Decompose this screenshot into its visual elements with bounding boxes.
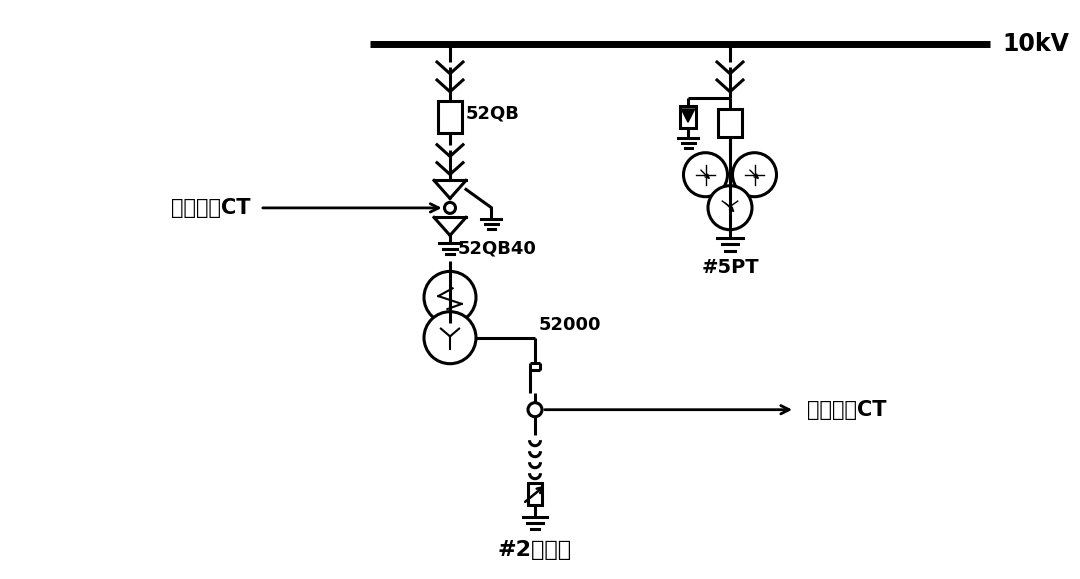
- Polygon shape: [681, 109, 694, 122]
- Text: 低侧零序CT: 低侧零序CT: [807, 400, 887, 420]
- Circle shape: [528, 403, 542, 417]
- Circle shape: [424, 312, 476, 364]
- Text: 52QB40: 52QB40: [458, 239, 537, 258]
- Circle shape: [732, 153, 777, 197]
- Circle shape: [708, 186, 752, 230]
- Bar: [438, 101, 462, 133]
- Text: 10kV: 10kV: [1002, 32, 1069, 56]
- Bar: [680, 106, 696, 128]
- Text: #5PT: #5PT: [701, 258, 759, 277]
- Circle shape: [684, 153, 728, 197]
- Circle shape: [424, 272, 476, 324]
- Text: 高侧零序CT: 高侧零序CT: [171, 198, 249, 218]
- Bar: [528, 483, 542, 505]
- Text: 52000: 52000: [539, 316, 602, 334]
- Bar: [718, 109, 742, 137]
- Text: 52QB: 52QB: [465, 105, 519, 123]
- Text: #2接地变: #2接地变: [498, 540, 572, 560]
- Circle shape: [445, 203, 456, 214]
